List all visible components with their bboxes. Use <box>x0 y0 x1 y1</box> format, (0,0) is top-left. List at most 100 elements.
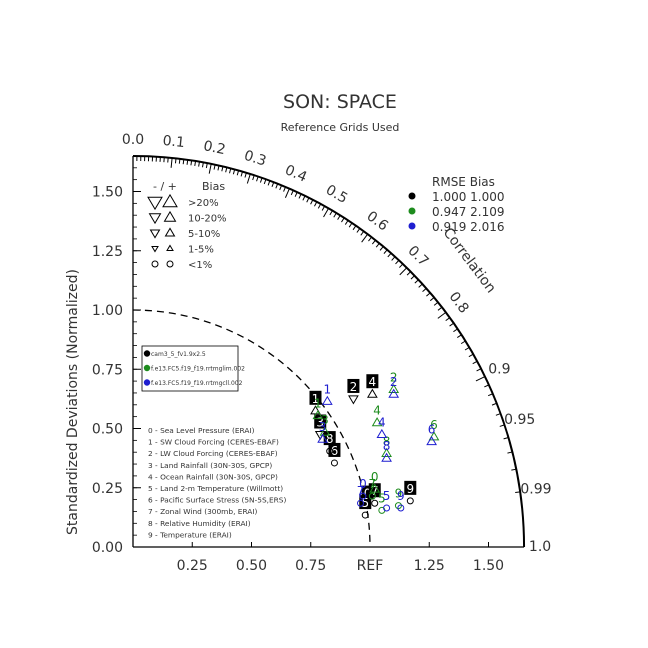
correlation-tick-label: 0.8 <box>446 289 472 316</box>
correlation-tick <box>190 160 193 166</box>
data-marker <box>428 431 440 441</box>
case-legend-dot <box>143 350 151 357</box>
bias-legend-up-triangle <box>163 210 177 222</box>
correlation-tick <box>283 186 286 192</box>
bias-legend-down-triangle <box>148 213 162 225</box>
data-marker <box>369 483 381 493</box>
data-label: 0 <box>359 477 367 491</box>
data-label: 7 <box>371 484 379 498</box>
correlation-tick <box>410 275 415 280</box>
y-tick-label: 1.00 <box>92 303 123 319</box>
case-legend-label: cam3_5_fv1.9x2.5 <box>151 351 206 358</box>
correlation-tick <box>511 468 517 471</box>
bias-legend-label: <1% <box>188 260 212 271</box>
bias-legend-down-triangle <box>147 196 163 211</box>
rmse-legend-value: 0.919 2.016 <box>432 220 505 234</box>
rmse-legend-header: RMSE Bias <box>432 175 495 189</box>
data-label: 6 <box>331 444 339 458</box>
correlation-tick <box>429 297 435 302</box>
correlation-tick <box>499 424 505 427</box>
data-label: 0 <box>371 470 379 484</box>
correlation-tick-label: 0.9 <box>488 362 510 378</box>
data-marker <box>388 383 400 394</box>
data-marker <box>330 459 338 467</box>
variable-legend-item: 5 - Land 2-m Temperature (Willmott) <box>148 484 283 493</box>
data-label: 5 <box>378 491 386 505</box>
correlation-tick <box>246 173 251 184</box>
data-marker <box>361 511 369 519</box>
correlation-tick <box>414 279 419 284</box>
data-marker <box>310 405 321 415</box>
data-marker <box>371 417 383 427</box>
bias-legend-circle <box>166 260 174 268</box>
correlation-tick <box>375 242 380 248</box>
correlation-tick <box>259 177 263 183</box>
correlation-tick <box>395 259 400 265</box>
correlation-tick <box>244 172 247 178</box>
correlation-tick-label: 0.7 <box>404 243 431 270</box>
correlation-tick <box>275 183 279 189</box>
correlation-tick <box>323 208 329 218</box>
variable-legend-item: 1 - SW Cloud Forcing (CERES-EBAF) <box>148 438 279 447</box>
correlation-tick <box>232 169 236 175</box>
variable-legend-item: 3 - Land Rainfall (30N-30S, GPCP) <box>148 461 272 470</box>
ref-label: REF <box>357 558 384 574</box>
correlation-tick <box>433 301 439 306</box>
data-label: 1 <box>314 397 322 411</box>
bias-legend-label: 5-10% <box>188 229 220 240</box>
correlation-tick <box>186 159 189 165</box>
y-tick-label: 1.25 <box>92 244 123 260</box>
correlation-tick <box>476 368 482 372</box>
correlation-tick <box>437 306 443 311</box>
correlation-tick <box>217 165 220 171</box>
correlation-tick <box>182 159 185 165</box>
correlation-tick <box>194 160 197 167</box>
data-marker <box>406 497 414 505</box>
data-label: 2 <box>350 380 358 394</box>
correlation-tick <box>361 233 369 243</box>
x-tick-label: 1.50 <box>473 558 504 574</box>
correlation-tick <box>487 393 493 397</box>
x-tick-label: 1.25 <box>414 558 445 574</box>
bias-legend-sign-header: - / + <box>153 180 177 193</box>
data-marker <box>397 504 405 512</box>
data-label: 3 <box>321 413 329 427</box>
rmse-legend-value: 0.947 2.109 <box>432 205 505 219</box>
x-tick-label: 0.75 <box>295 558 326 574</box>
data-label: 4 <box>369 375 377 389</box>
correlation-tick <box>205 162 208 169</box>
data-marker <box>383 504 391 512</box>
correlation-tick-label: 0.99 <box>520 482 551 498</box>
correlation-tick <box>464 347 470 351</box>
correlation-tick <box>449 322 454 327</box>
chart-subtitle: Reference Grids Used <box>281 121 400 134</box>
correlation-tick <box>310 199 314 205</box>
data-marker <box>426 436 437 446</box>
correlation-tick <box>491 402 497 406</box>
correlation-tick <box>314 201 318 207</box>
correlation-tick <box>201 162 204 168</box>
correlation-tick-label: 0.1 <box>162 133 186 151</box>
data-marker <box>321 395 333 405</box>
correlation-tick <box>437 311 447 319</box>
correlation-tick <box>426 292 431 297</box>
rmse-legend-dot <box>408 207 416 215</box>
correlation-tick-label: 0.4 <box>282 162 309 186</box>
bias-legend-label: 10-20% <box>188 214 227 225</box>
data-label-box <box>347 378 360 393</box>
rmse-legend-dot <box>408 222 416 230</box>
correlation-tick <box>399 267 408 276</box>
correlation-tick <box>422 287 427 293</box>
correlation-tick <box>225 167 228 173</box>
correlation-tick <box>383 249 388 254</box>
correlation-tick <box>236 170 240 176</box>
chart-title: SON: SPACE <box>283 91 397 113</box>
correlation-tick <box>240 171 243 177</box>
correlation-tick-label: 1.0 <box>529 539 551 555</box>
bias-legend-label: 1-5% <box>188 245 214 256</box>
correlation-tick <box>213 164 216 170</box>
variable-legend-item: 8 - Relative Humidity (ERAI) <box>148 519 251 528</box>
data-label: 9 <box>406 482 414 496</box>
correlation-tick <box>368 236 372 242</box>
